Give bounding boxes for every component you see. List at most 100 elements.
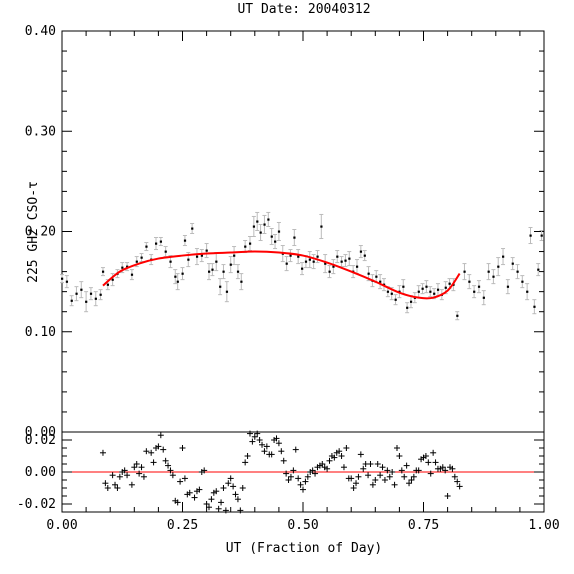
residual-point <box>133 461 140 467</box>
data-point <box>80 288 83 291</box>
residual-point <box>244 453 251 459</box>
residual-point <box>121 467 128 474</box>
residual-point <box>143 448 150 455</box>
data-point <box>521 280 524 283</box>
residual-point <box>181 475 188 482</box>
residual-point <box>300 486 306 493</box>
data-point <box>215 260 218 263</box>
data-point <box>348 257 351 260</box>
y-tick-label: -0.02 <box>17 497 56 512</box>
data-point <box>502 255 505 258</box>
residual-point <box>128 481 135 488</box>
residual-point <box>114 485 121 491</box>
data-point <box>240 280 243 283</box>
data-point <box>252 225 256 228</box>
data-point <box>61 277 64 280</box>
data-point <box>340 260 343 263</box>
residual-point <box>324 465 331 472</box>
residual-point <box>225 480 232 487</box>
residual-point <box>254 430 261 437</box>
residual-point <box>215 505 222 512</box>
data-point <box>386 290 390 293</box>
residual-point <box>275 440 282 447</box>
data-point <box>89 292 93 295</box>
residual-point <box>278 448 285 455</box>
data-point <box>169 260 172 263</box>
residual-point <box>398 467 405 474</box>
residual-point <box>304 473 311 480</box>
residual-point <box>326 457 333 464</box>
residual-point <box>391 481 398 488</box>
data-point <box>85 300 88 303</box>
data-point <box>312 260 315 263</box>
data-point <box>106 283 109 286</box>
residual-point <box>138 464 145 471</box>
data-point <box>425 285 428 288</box>
main-panel: 0.00 0.10 0.20 0.30 0.40 <box>25 24 545 440</box>
data-point <box>482 296 485 299</box>
data-point <box>436 288 440 291</box>
data-point <box>70 299 73 302</box>
data-point <box>140 256 143 259</box>
residual-point <box>357 451 364 458</box>
residual-point <box>442 467 449 474</box>
residual-point <box>425 459 432 466</box>
residual-point <box>186 489 193 496</box>
residual-point <box>131 464 138 471</box>
residual-point <box>338 453 345 459</box>
residual-point <box>242 459 249 466</box>
residual-point <box>237 507 244 514</box>
data-point <box>225 290 229 293</box>
data-point <box>111 278 114 281</box>
residual-point <box>302 478 309 485</box>
residual-point <box>261 448 268 455</box>
residual-point <box>336 448 343 455</box>
residual-point <box>415 467 422 474</box>
residual-point <box>218 499 225 506</box>
residual-point <box>148 449 155 456</box>
residual-point <box>203 501 210 507</box>
data-point <box>390 292 393 295</box>
data-point <box>154 242 158 245</box>
residual-point <box>232 491 239 498</box>
data-point <box>456 314 459 317</box>
y-tick-label: 0.40 <box>25 24 56 39</box>
data-point <box>236 270 240 273</box>
residual-point <box>379 464 386 471</box>
x-tick-label: 0.75 <box>408 518 439 533</box>
residual-point <box>331 454 338 461</box>
data-point <box>463 270 466 273</box>
data-point <box>320 225 323 228</box>
data-point <box>497 265 500 268</box>
residual-point <box>367 461 374 467</box>
residual-point <box>174 499 181 506</box>
data-point <box>375 275 378 278</box>
residual-point <box>360 465 367 472</box>
data-point <box>233 254 236 257</box>
residual-point <box>112 481 119 488</box>
residual-point <box>287 473 294 480</box>
data-point <box>135 260 138 263</box>
residual-point <box>369 481 376 488</box>
residual-point <box>273 435 280 442</box>
data-point <box>277 230 281 233</box>
residual-point <box>196 486 203 493</box>
residual-point <box>222 507 229 514</box>
data-point <box>526 290 529 293</box>
residual-point <box>104 485 111 491</box>
residual-point <box>220 485 227 491</box>
chart-title: UT Date: 20040312 <box>237 2 370 17</box>
residual-point <box>167 467 174 474</box>
data-point <box>468 280 471 283</box>
data-point <box>332 265 335 268</box>
data-point <box>359 250 363 253</box>
data-point <box>159 240 163 243</box>
data-point <box>208 270 211 273</box>
y-tick-label: 0.00 <box>25 465 56 480</box>
residual-point <box>365 472 372 479</box>
residual-point <box>208 496 215 503</box>
data-point <box>492 275 495 278</box>
residual-point <box>227 475 234 482</box>
data-point <box>219 285 222 288</box>
